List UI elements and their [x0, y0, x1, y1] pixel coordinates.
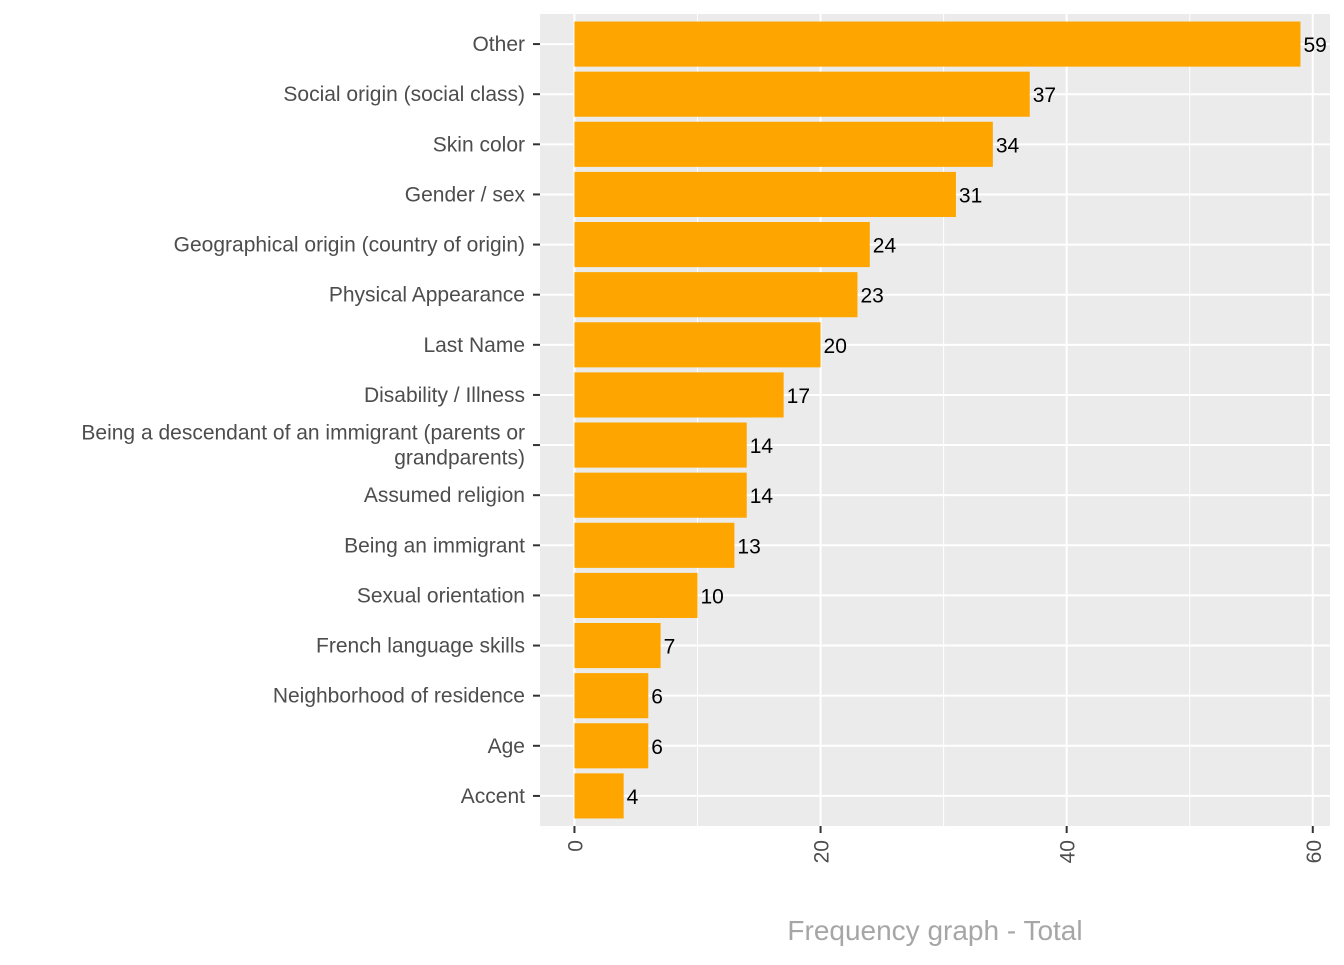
y-tick-label: Skin color [433, 133, 525, 156]
bar-value-label: 31 [959, 184, 982, 207]
x-tick-label: 60 [1303, 840, 1326, 863]
bar-value-label: 14 [750, 435, 774, 458]
bar-value-label: 24 [873, 235, 897, 258]
y-axis: Other Social origin (social class) Skin co… [81, 33, 540, 808]
bar [574, 723, 649, 769]
bar [574, 121, 993, 167]
y-tick-label: French language skills [316, 635, 525, 658]
y-tick-label: Physical Appearance [329, 284, 525, 307]
y-tick-label: Geographical origin (country of origin) [174, 234, 525, 257]
bar [574, 322, 821, 368]
y-tick-label: Neighborhood of residence [273, 685, 525, 708]
bar-value-label: 37 [1033, 84, 1056, 107]
x-tick-label: 20 [811, 840, 834, 863]
x-axis: 0 20 40 60 [564, 826, 1326, 863]
x-axis-title: Frequency graph - Total [787, 915, 1082, 946]
bar-value-label: 59 [1303, 34, 1326, 57]
bar [574, 623, 661, 669]
bar [574, 21, 1301, 67]
bars [574, 21, 1301, 819]
y-tick-label: Being an immigrant [344, 534, 525, 557]
bar-value-label: 17 [787, 385, 810, 408]
bar-value-label: 6 [651, 736, 663, 759]
bar-value-label: 20 [824, 335, 847, 358]
bar-value-label: 13 [737, 535, 760, 558]
bar-value-label: 14 [750, 485, 774, 508]
bar [574, 272, 858, 318]
y-tick-label: Sexual orientation [357, 584, 525, 607]
y-tick-label: Being a descendant of an immigrant (pare… [81, 422, 525, 470]
bar-value-labels: 59 37 34 31 24 23 20 17 14 14 13 10 7 6 6 4 [627, 34, 1327, 809]
x-tick-label: 0 [564, 840, 587, 852]
bar [574, 171, 956, 217]
bar [574, 472, 747, 518]
bar [574, 422, 747, 468]
y-tick-label: Last Name [423, 334, 525, 357]
y-tick-label: Social origin (social class) [283, 83, 525, 106]
bar-value-label: 7 [664, 636, 676, 659]
bar [574, 673, 649, 719]
bar-value-label: 4 [627, 786, 639, 809]
y-tick-label: Gender / sex [405, 183, 526, 206]
bar [574, 572, 698, 618]
bar-value-label: 6 [651, 686, 663, 709]
y-tick-label: Age [488, 735, 525, 758]
bar [574, 522, 735, 568]
bar [574, 222, 870, 268]
bar-value-label: 34 [996, 134, 1020, 157]
y-tick-label: Other [472, 33, 525, 56]
y-tick-label: Disability / Illness [364, 384, 525, 407]
bar-value-label: 10 [701, 585, 724, 608]
y-tick-label: Assumed religion [364, 484, 525, 507]
bar-value-label: 23 [860, 285, 883, 308]
y-tick-label: Accent [461, 785, 525, 808]
bar [574, 372, 784, 418]
bar [574, 71, 1030, 117]
x-tick-label: 40 [1057, 840, 1080, 863]
bar [574, 773, 624, 819]
